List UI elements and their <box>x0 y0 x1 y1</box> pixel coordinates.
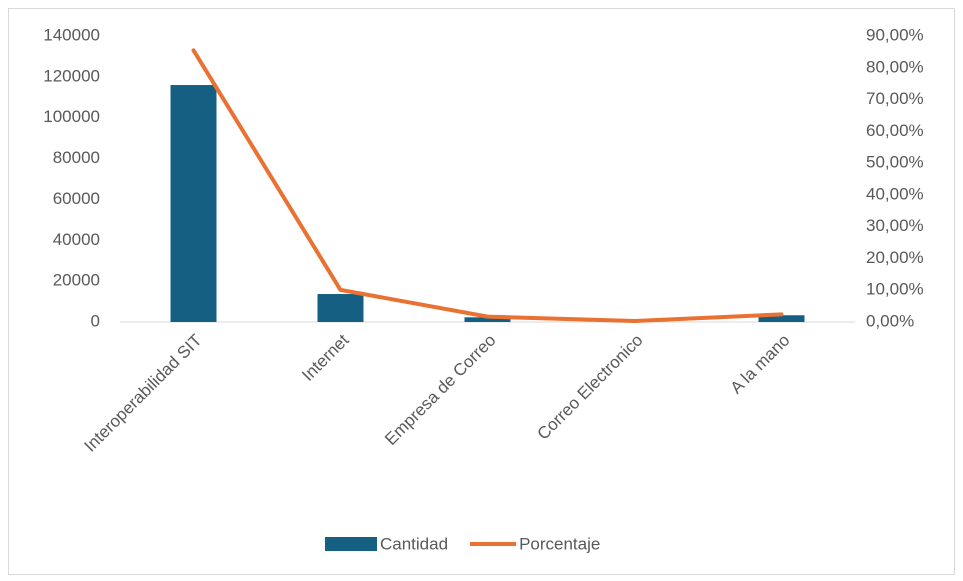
y-tick-label: 140000 <box>43 25 100 44</box>
bar <box>758 315 805 322</box>
y2-tick-label: 90,00% <box>866 25 924 44</box>
bar <box>170 85 217 323</box>
bar <box>464 317 511 322</box>
y-tick-label: 20000 <box>53 271 100 290</box>
line <box>191 48 784 324</box>
y2-tick-label: 40,00% <box>866 184 924 203</box>
y-tick-label: 100000 <box>43 107 100 126</box>
legend-swatch <box>325 537 377 551</box>
y2-tick-label: 0,00% <box>866 311 914 330</box>
y-tick-label: 0 <box>91 311 100 330</box>
y2-tick-label: 10,00% <box>866 280 924 299</box>
y2-tick-label: 30,00% <box>866 216 924 235</box>
y2-tick-label: 20,00% <box>866 248 924 267</box>
y2-tick-label: 80,00% <box>866 57 924 76</box>
y-tick-label: 120000 <box>43 66 100 85</box>
legend-label: Porcentaje <box>519 534 600 553</box>
chart-frame <box>8 8 955 575</box>
y2-tick-label: 70,00% <box>866 89 924 108</box>
y-tick-label: 80000 <box>53 148 100 167</box>
y2-tick-label: 50,00% <box>866 153 924 172</box>
y-tick-label: 60000 <box>53 189 100 208</box>
bar <box>317 294 364 322</box>
y2-tick-label: 60,00% <box>866 121 924 140</box>
legend-label: Cantidad <box>380 534 448 553</box>
y-tick-label: 40000 <box>53 230 100 249</box>
